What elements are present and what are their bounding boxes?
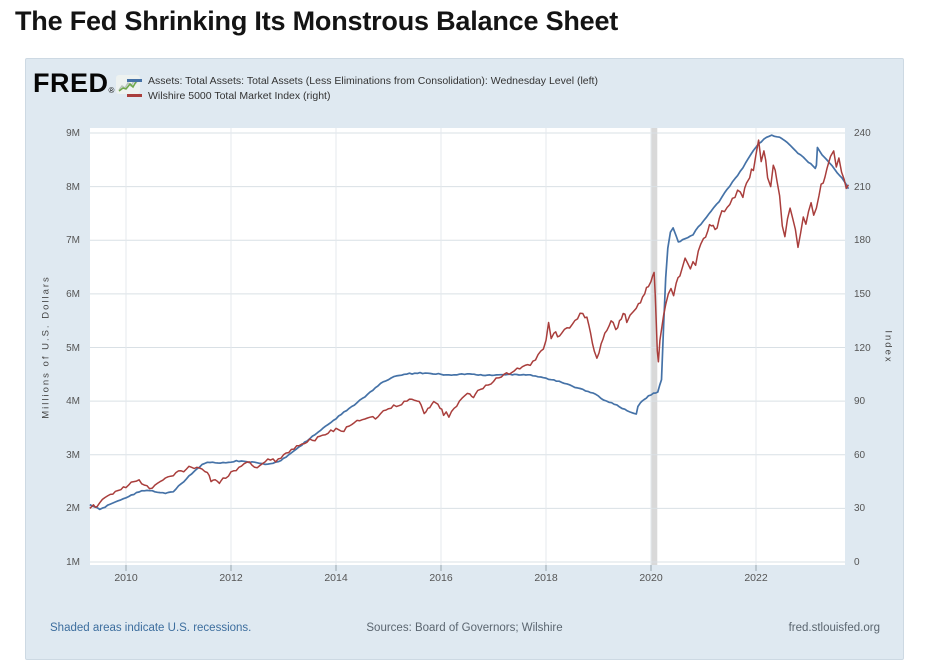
y-right-tick-label: 210: [854, 181, 871, 193]
x-tick-label: 2022: [744, 572, 768, 584]
registered-mark: ®: [108, 86, 115, 95]
y-right-tick-label: 180: [854, 235, 871, 247]
assets-series-label: Assets: Total Assets: Total Assets (Less…: [148, 74, 598, 87]
recessions-note-link[interactable]: Shaded areas indicate U.S. recessions.: [50, 622, 252, 634]
legend: Assets: Total Assets: Total Assets (Less…: [127, 73, 598, 103]
y-right-tick-label: 150: [854, 288, 871, 300]
y-right-tick-label: 120: [854, 342, 871, 354]
legend-item-wilshire: Wilshire 5000 Total Market Index (right): [127, 88, 598, 103]
x-tick-label: 2012: [219, 572, 243, 584]
y-right-tick-label: 240: [854, 128, 871, 139]
legend-item-assets: Assets: Total Assets: Total Assets (Less…: [127, 73, 598, 88]
y-left-tick-label: 7M: [66, 235, 80, 247]
fred-logo[interactable]: FRED ®: [33, 68, 141, 98]
y-left-tick-label: 2M: [66, 503, 80, 515]
x-tick-label: 2020: [639, 572, 663, 584]
y-left-tick-label: 4M: [66, 396, 80, 408]
y-right-tick-label: 30: [854, 503, 866, 515]
y-right-tick-label: 0: [854, 557, 860, 568]
x-tick-label: 2014: [324, 572, 348, 584]
y-left-tick-label: 3M: [66, 449, 80, 461]
y-right-tick-label: 90: [854, 396, 866, 408]
fred-logo-text: FRED: [33, 68, 109, 98]
x-tick-label: 2010: [114, 572, 138, 584]
y-left-tick-label: 9M: [66, 128, 80, 139]
y-right-tick-label: 60: [854, 449, 866, 461]
sources-text: Sources: Board of Governors; Wilshire: [366, 622, 563, 634]
x-tick-label: 2018: [534, 572, 558, 584]
fred-site-link[interactable]: fred.stlouisfed.org: [788, 622, 880, 634]
assets-series-swatch: [127, 79, 142, 82]
wilshire-series-label: Wilshire 5000 Total Market Index (right): [148, 89, 331, 102]
y-left-tick-label: 8M: [66, 181, 80, 193]
wilshire-series-swatch: [127, 94, 142, 97]
assets-series-line: [89, 134, 850, 511]
y-left-tick-label: 5M: [66, 342, 80, 354]
y-left-tick-label: 6M: [66, 288, 80, 300]
wilshire-series-line: [89, 139, 850, 509]
y-left-tick-label: 1M: [66, 557, 80, 568]
page-title: The Fed Shrinking Its Monstrous Balance …: [15, 6, 619, 36]
x-tick-label: 2016: [429, 572, 453, 584]
